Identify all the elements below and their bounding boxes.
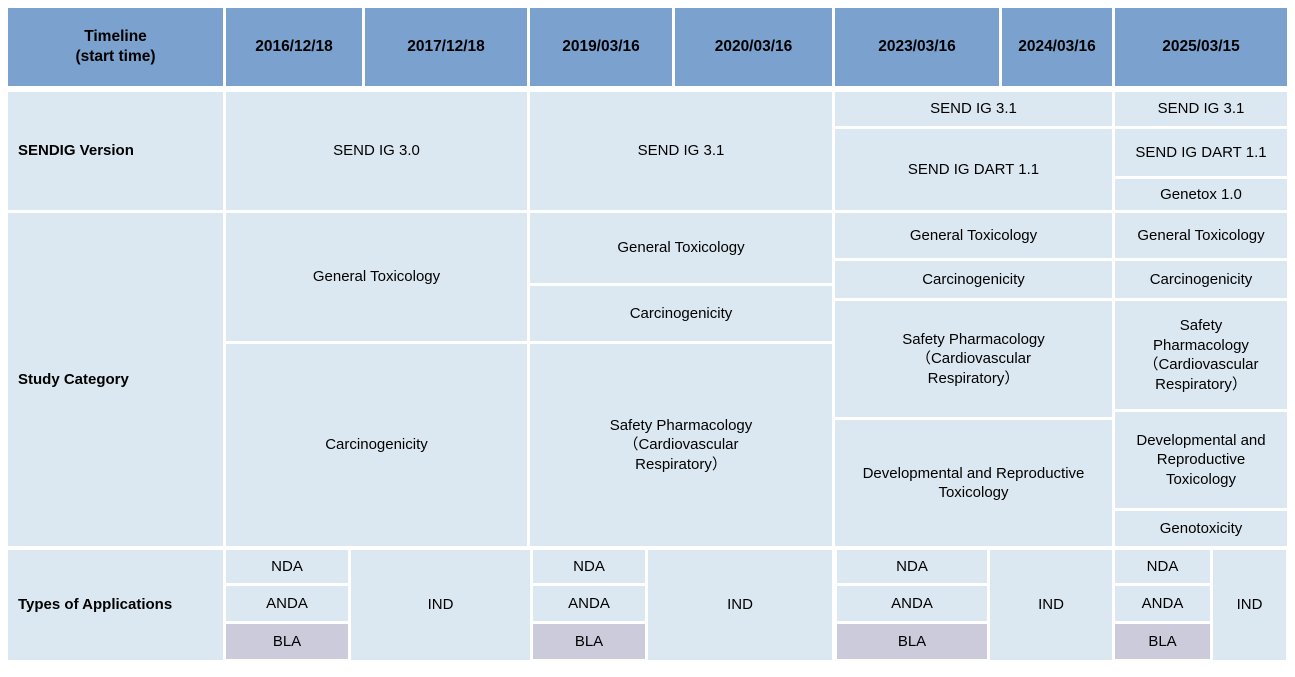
cell-anda-2023: ANDA: [837, 586, 987, 621]
row-label-sendig-version: SENDIG Version: [8, 92, 223, 210]
cell-send-ig-30: SEND IG 3.0: [226, 92, 527, 210]
cell-bla-2016: BLA: [226, 624, 348, 659]
cell-bla-2019: BLA: [533, 624, 645, 659]
cell-general-toxicology-2019-2020: General Toxicology: [530, 213, 832, 283]
cell-safety-pharmacology-2025: Safety Pharmacology （Cardiovascular Resp…: [1115, 301, 1287, 409]
cell-ind-2024: IND: [990, 550, 1112, 660]
cell-genotoxicity-2025: Genotoxicity: [1115, 511, 1287, 546]
cell-developmental-reproductive-2023-2024: Developmental and Reproductive Toxicolog…: [835, 420, 1112, 546]
header-date-2024-03-16: 2024/03/16: [1002, 8, 1112, 86]
cell-nda-2025: NDA: [1115, 550, 1210, 583]
cell-carcinogenicity-2019-2020: Carcinogenicity: [530, 286, 832, 341]
cell-ind-2025: IND: [1213, 550, 1286, 660]
cell-anda-2025: ANDA: [1115, 586, 1210, 621]
header-date-2025-03-15: 2025/03/15: [1115, 8, 1287, 86]
cell-general-toxicology-2023-2024: General Toxicology: [835, 213, 1112, 258]
header-timeline-label: Timeline (start time): [8, 8, 223, 86]
cell-carcinogenicity-2023-2024: Carcinogenicity: [835, 261, 1112, 298]
header-date-2020-03-16: 2020/03/16: [675, 8, 832, 86]
cell-carcinogenicity-2016-2017: Carcinogenicity: [226, 344, 527, 546]
cell-send-ig-dart-2025: SEND IG DART 1.1: [1115, 129, 1287, 176]
cell-developmental-reproductive-2025: Developmental and Reproductive Toxicolog…: [1115, 412, 1287, 508]
cell-bla-2025: BLA: [1115, 624, 1210, 659]
cell-send-ig-31-2025: SEND IG 3.1: [1115, 92, 1287, 126]
header-date-2019-03-16: 2019/03/16: [530, 8, 672, 86]
cell-send-ig-31-2023-2024: SEND IG 3.1: [835, 92, 1112, 126]
row-label-study-category: Study Category: [8, 213, 223, 546]
cell-safety-pharmacology-2023-2024: Safety Pharmacology （Cardiovascular Resp…: [835, 301, 1112, 417]
cell-ind-2020: IND: [648, 550, 832, 660]
header-date-2023-03-16: 2023/03/16: [835, 8, 999, 86]
cell-general-toxicology-2025: General Toxicology: [1115, 213, 1287, 258]
cell-genetox-2025: Genetox 1.0: [1115, 179, 1287, 210]
cell-ind-2017: IND: [351, 550, 530, 660]
cell-nda-2019: NDA: [533, 550, 645, 583]
cell-nda-2016: NDA: [226, 550, 348, 583]
cell-nda-2023: NDA: [837, 550, 987, 583]
cell-anda-2016: ANDA: [226, 586, 348, 621]
cell-general-toxicology-2016-2017: General Toxicology: [226, 213, 527, 341]
cell-anda-2019: ANDA: [533, 586, 645, 621]
cell-safety-pharmacology-2019-2020: Safety Pharmacology （Cardiovascular Resp…: [530, 344, 832, 546]
header-date-2016-12-18: 2016/12/18: [226, 8, 362, 86]
cell-send-ig-dart-2023-2024: SEND IG DART 1.1: [835, 129, 1112, 210]
cell-send-ig-31-2019-2020: SEND IG 3.1: [530, 92, 832, 210]
cell-carcinogenicity-2025: Carcinogenicity: [1115, 261, 1287, 298]
header-date-2017-12-18: 2017/12/18: [365, 8, 527, 86]
cell-bla-2023: BLA: [837, 624, 987, 659]
row-label-types-of-applications: Types of Applications: [8, 550, 223, 660]
